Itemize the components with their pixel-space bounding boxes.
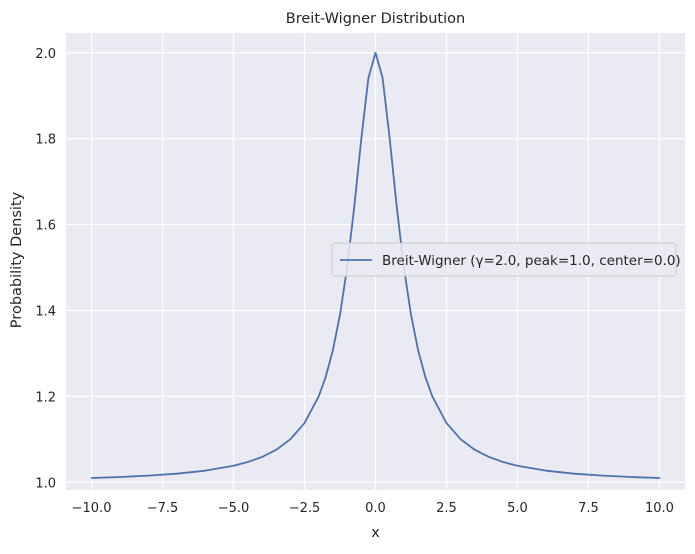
y-tick-label: 1.2 [35,390,56,405]
x-axis-label: x [371,525,380,541]
x-tick-label: −10.0 [72,501,112,516]
x-tick-label: −7.5 [147,501,179,516]
chart-title: Breit-Wigner Distribution [286,11,465,27]
y-tick-label: 1.8 [35,133,56,148]
legend: Breit-Wigner (γ=2.0, peak=1.0, center=0.… [331,242,681,277]
x-tick-label: −5.0 [218,501,250,516]
x-tick-label: 5.0 [507,501,528,516]
series-line [90,51,661,479]
x-tick-label: 2.5 [436,501,457,516]
x-axis-ticks: −10.0 −7.5 −5.0 −2.5 0.0 2.5 5.0 7.5 10.0 [72,501,674,516]
x-tick-label: 7.5 [578,501,599,516]
x-tick-label: 0.0 [365,501,386,516]
y-tick-label: 1.4 [35,304,56,319]
legend-label: Breit-Wigner (γ=2.0, peak=1.0, center=0.… [382,253,681,269]
y-axis-label: Probability Density [9,191,25,328]
x-tick-label: −2.5 [289,501,321,516]
y-tick-label: 2.0 [35,47,56,62]
x-tick-label: 10.0 [645,501,674,516]
legend-box [331,242,677,277]
y-axis-ticks: 1.0 1.2 1.4 1.6 1.8 2.0 [35,47,56,492]
y-tick-label: 1.0 [35,476,56,491]
y-tick-label: 1.6 [35,219,56,234]
series-group [90,51,661,479]
